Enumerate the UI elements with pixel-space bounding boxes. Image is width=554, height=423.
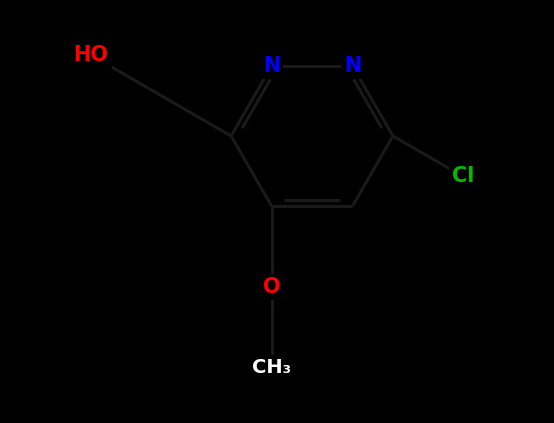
Text: N: N [263, 56, 280, 76]
Text: Cl: Cl [452, 167, 474, 187]
Text: O: O [263, 277, 280, 297]
Text: HO: HO [74, 45, 109, 65]
Text: CH₃: CH₃ [252, 358, 291, 377]
Text: N: N [344, 56, 361, 76]
